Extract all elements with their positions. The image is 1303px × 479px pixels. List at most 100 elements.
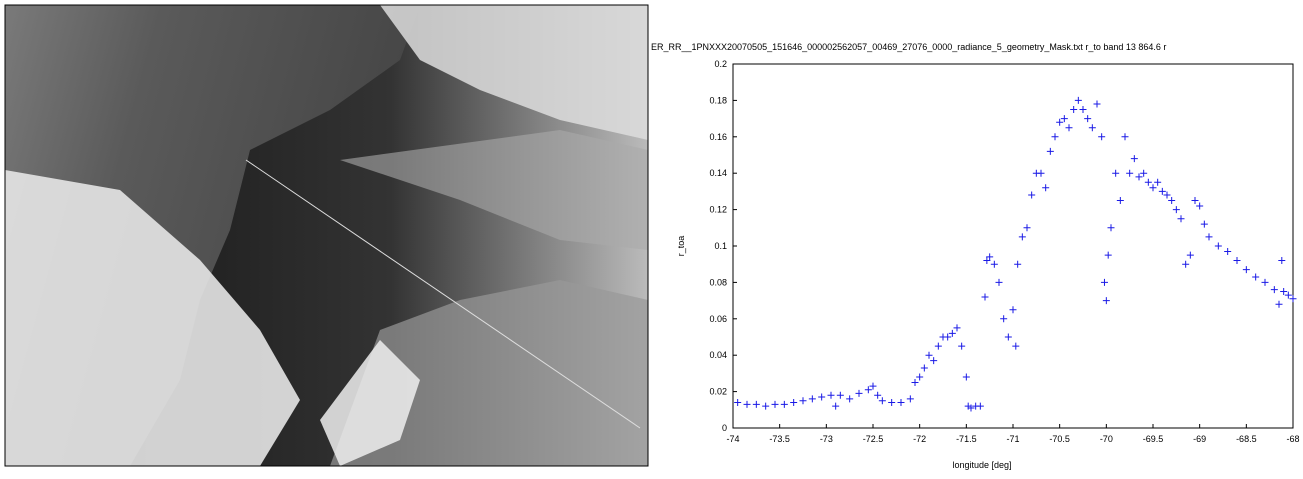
data-point (1130, 155, 1138, 163)
data-point (1051, 133, 1059, 141)
data-point (799, 397, 807, 405)
data-point (1093, 100, 1101, 108)
x-axis-label: longitude [deg] (952, 460, 1011, 470)
y-tick-label: 0.2 (714, 59, 727, 69)
data-point (934, 342, 942, 350)
data-point (752, 400, 760, 408)
data-point (1149, 184, 1157, 192)
data-point (981, 293, 989, 301)
y-tick-label: 0.18 (709, 95, 727, 105)
data-point (1289, 295, 1297, 303)
data-point (790, 399, 798, 407)
data-point (1079, 106, 1087, 113)
x-tick-label: -68 (1286, 434, 1299, 444)
data-point (1060, 115, 1068, 123)
data-point (967, 404, 975, 412)
data-point (1252, 273, 1260, 281)
data-point (962, 373, 970, 381)
data-point (1056, 118, 1064, 126)
data-point (948, 329, 956, 337)
data-point (1196, 202, 1204, 210)
data-point (1163, 191, 1171, 199)
data-point (836, 391, 844, 399)
data-point (771, 400, 779, 408)
data-point (1102, 297, 1110, 305)
data-point (1158, 187, 1166, 195)
x-tick-label: -71 (1006, 434, 1019, 444)
chart: ER_RR__1PNXXX20070505_151646_00000256205… (651, 42, 1300, 470)
x-tick-label: -73.5 (769, 434, 790, 444)
data-point (944, 333, 952, 341)
satellite-image (5, 5, 648, 466)
x-tick-label: -69 (1193, 434, 1206, 444)
data-point (958, 342, 966, 350)
data-point (1186, 251, 1194, 259)
data-point (953, 324, 961, 332)
data-point (925, 351, 933, 359)
data-point (1177, 215, 1185, 223)
y-tick-label: 0.02 (709, 387, 727, 397)
data-point (1009, 306, 1017, 314)
data-point (1104, 251, 1112, 259)
data-point (874, 391, 882, 399)
data-point (1116, 197, 1124, 204)
x-tick-label: -70 (1100, 434, 1113, 444)
y-tick-label: 0 (722, 423, 727, 433)
data-point (1135, 173, 1143, 181)
data-point (1144, 178, 1152, 186)
data-point (818, 393, 826, 401)
y-tick-label: 0.16 (709, 132, 727, 142)
data-point (916, 373, 924, 381)
data-point (1107, 224, 1115, 232)
data-point (1023, 224, 1031, 232)
data-point (1084, 115, 1092, 123)
data-point (762, 402, 770, 410)
data-point (1284, 291, 1292, 299)
data-point (1112, 169, 1120, 177)
x-tick-label: -74 (726, 434, 739, 444)
data-point (1046, 147, 1054, 155)
y-tick-label: 0.04 (709, 350, 727, 360)
data-point (780, 400, 788, 408)
data-point (1000, 315, 1008, 323)
data-point (827, 391, 835, 399)
chart-title: ER_RR__1PNXXX20070505_151646_00000256205… (651, 42, 1166, 52)
data-point (864, 386, 872, 394)
data-point (1121, 133, 1129, 141)
data-point (1065, 124, 1073, 132)
data-point (1100, 278, 1108, 286)
data-point (911, 379, 919, 386)
data-point (855, 389, 863, 397)
data-point (983, 257, 991, 265)
x-tick-label: -72.5 (863, 434, 884, 444)
data-point (1126, 169, 1134, 177)
plot-frame (732, 63, 1294, 429)
data-point (1028, 191, 1036, 199)
y-tick-label: 0.08 (709, 277, 727, 287)
data-point (1278, 257, 1286, 265)
data-point (920, 364, 928, 372)
data-point (1191, 197, 1199, 204)
x-tick-label: -69.5 (1143, 434, 1164, 444)
data-point (1270, 286, 1278, 294)
data-point (1275, 300, 1283, 308)
data-point (930, 357, 938, 365)
x-tick-label: -73 (820, 434, 833, 444)
data-point (1074, 96, 1082, 104)
data-point (1042, 184, 1050, 192)
y-tick-label: 0.06 (709, 314, 727, 324)
y-tick-label: 0.12 (709, 205, 727, 215)
data-point (832, 402, 840, 410)
data-point (878, 397, 886, 405)
y-tick-label: 0.14 (709, 168, 727, 178)
data-point (808, 395, 816, 403)
data-point (1014, 260, 1022, 268)
data-point (1280, 288, 1288, 295)
data-point (1018, 233, 1026, 241)
image-border (4, 4, 649, 467)
x-tick-label: -71.5 (956, 434, 977, 444)
data-point (1182, 260, 1190, 268)
data-point (1205, 233, 1213, 241)
data-point (734, 399, 742, 407)
data-point (1214, 242, 1222, 250)
